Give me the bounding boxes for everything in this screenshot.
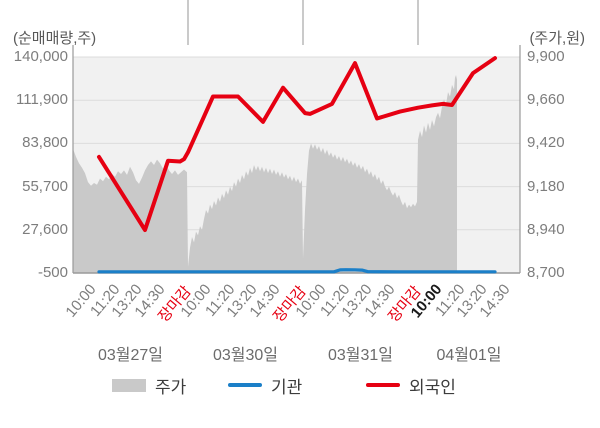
chart-legend: 주가 기관 외국인 [0,374,600,398]
legend-item-price: 주가 [112,374,187,397]
y-axis-left-tick: 140,000 [13,48,68,65]
legend-item-foreigner: 외국인 [366,374,456,397]
y-axis-left-tick: -500 [37,264,68,281]
institution-line-swatch [228,383,262,387]
y-axis-left-tick: 111,900 [16,91,68,109]
y-axis-right-tick: 9,660 [527,91,565,109]
left-axis-title: (순매매량,주) [13,30,97,47]
foreigner-line [97,56,497,232]
legend-label-foreigner: 외국인 [409,377,456,397]
x-day-label: 03월31일 [327,347,394,364]
legend-label-institution: 기관 [271,377,303,397]
x-day-label: 03월30일 [212,347,279,364]
y-axis-right-tick: 8,700 [527,264,565,281]
y-axis-right-tick: 9,900 [527,48,565,65]
price-area [73,75,457,273]
institution-line [97,268,497,274]
y-axis-right-tick: 8,940 [527,220,565,238]
x-day-label: 04월01일 [436,347,502,364]
x-day-label: 03월27일 [97,347,164,364]
y-axis-left-tick: 55,700 [22,177,68,195]
y-axis-left-tick: 27,600 [22,220,68,238]
y-axis-right-tick: 9,180 [527,177,565,195]
foreigner-line-swatch [366,383,400,387]
right-axis-title: (주가,원) [529,30,585,47]
y-axis-right-tick: 9,420 [527,134,565,152]
legend-item-institution: 기관 [228,374,303,397]
price-area-swatch [112,378,146,392]
legend-label-price: 주가 [155,377,187,397]
y-axis-left-tick: 83,800 [22,134,68,152]
